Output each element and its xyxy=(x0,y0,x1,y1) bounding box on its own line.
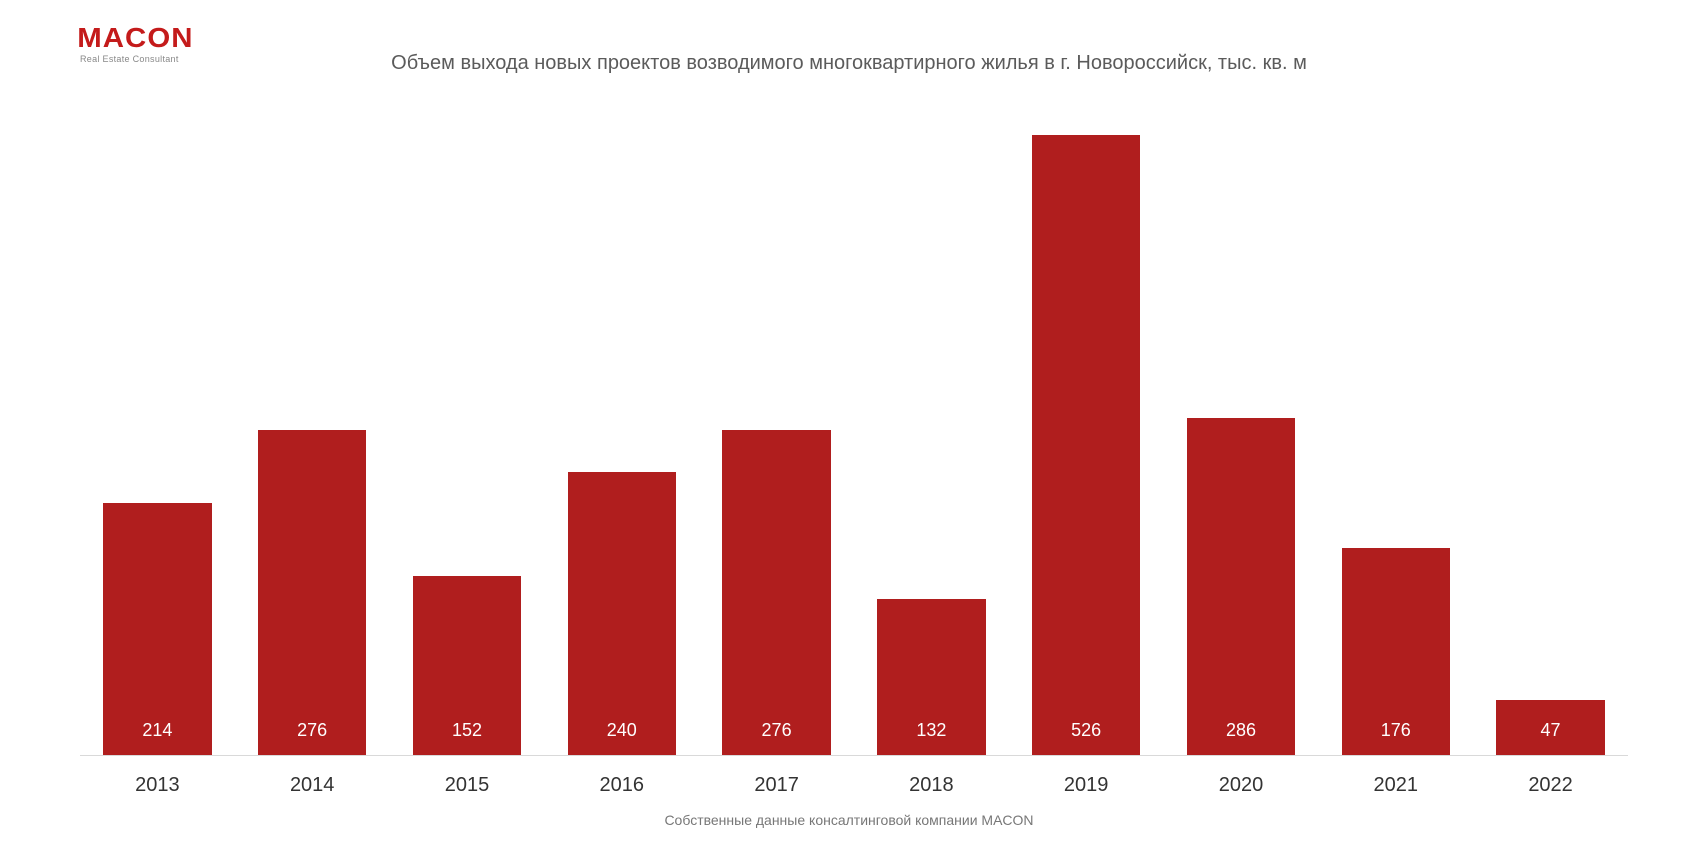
bar-chart: 2142013276201415220152402016276201713220… xyxy=(80,136,1628,756)
category-label: 2019 xyxy=(1009,774,1164,797)
bar-slot: 2762014 xyxy=(235,136,390,756)
bar-slot: 5262019 xyxy=(1009,136,1164,756)
bar: 286 xyxy=(1187,418,1295,755)
bar-value-label: 132 xyxy=(877,720,985,741)
bar-value-label: 152 xyxy=(413,720,521,741)
chart-source: Собственные данные консалтинговой компан… xyxy=(0,812,1698,828)
bar: 276 xyxy=(722,430,830,755)
bar-value-label: 47 xyxy=(1496,720,1604,741)
category-label: 2020 xyxy=(1164,774,1319,797)
bar-value-label: 276 xyxy=(722,720,830,741)
category-label: 2021 xyxy=(1318,774,1473,797)
chart-title: Объем выхода новых проектов возводимого … xyxy=(0,52,1698,75)
bar: 526 xyxy=(1032,135,1140,755)
bar-value-label: 276 xyxy=(258,720,366,741)
bar: 276 xyxy=(258,430,366,755)
category-label: 2014 xyxy=(235,774,390,797)
category-label: 2018 xyxy=(854,774,1009,797)
brand-name: MACON xyxy=(77,24,193,52)
bar-value-label: 214 xyxy=(103,720,211,741)
page-root: MACON Real Estate Consultant Объем выход… xyxy=(0,0,1698,846)
category-label: 2013 xyxy=(80,774,235,797)
bar: 47 xyxy=(1496,700,1604,755)
bar-slot: 2862020 xyxy=(1164,136,1319,756)
bar-value-label: 286 xyxy=(1187,720,1295,741)
bar-value-label: 526 xyxy=(1032,720,1140,741)
bar: 240 xyxy=(568,472,676,755)
bar: 176 xyxy=(1342,548,1450,755)
bar-slot: 1322018 xyxy=(854,136,1009,756)
category-label: 2022 xyxy=(1473,774,1628,797)
category-label: 2015 xyxy=(390,774,545,797)
category-label: 2016 xyxy=(544,774,699,797)
bar-slot: 2402016 xyxy=(544,136,699,756)
bar: 132 xyxy=(877,599,985,755)
bar: 214 xyxy=(103,503,211,755)
bar-value-label: 176 xyxy=(1342,720,1450,741)
bar-value-label: 240 xyxy=(568,720,676,741)
category-label: 2017 xyxy=(699,774,854,797)
bar-slot: 2762017 xyxy=(699,136,854,756)
bar-slot: 2142013 xyxy=(80,136,235,756)
bar-slot: 1522015 xyxy=(390,136,545,756)
bar: 152 xyxy=(413,576,521,755)
bar-slot: 472022 xyxy=(1473,136,1628,756)
bar-slot: 1762021 xyxy=(1318,136,1473,756)
bars-container: 2142013276201415220152402016276201713220… xyxy=(80,136,1628,756)
